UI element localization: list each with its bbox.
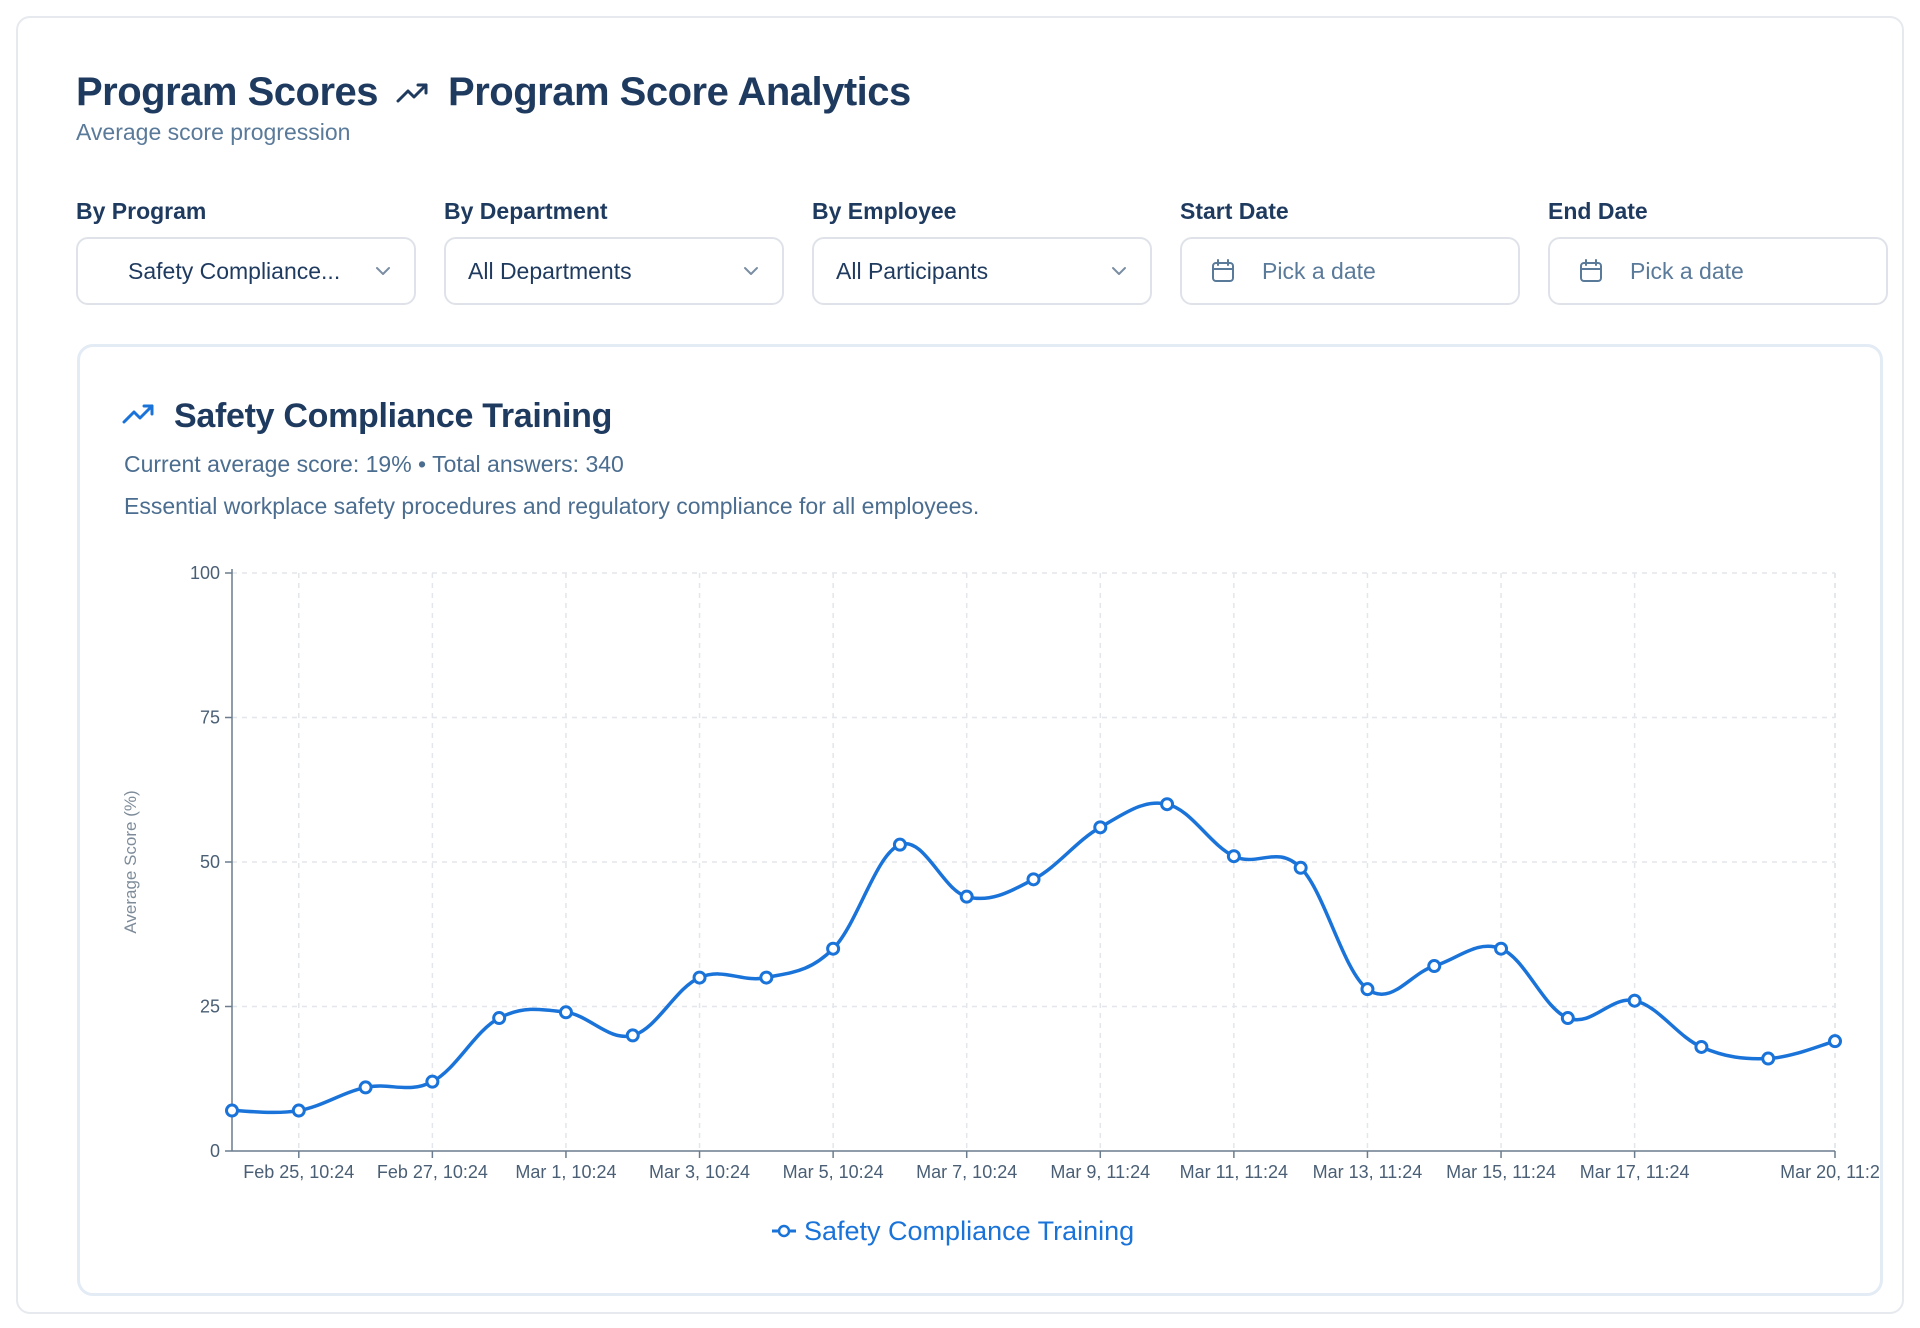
employee-select-value: All Participants	[836, 257, 989, 284]
data-point	[1026, 872, 1041, 887]
y-tick-label: 50	[200, 852, 220, 872]
department-filter-label: By Department	[444, 198, 608, 224]
y-tick-label: 0	[210, 1141, 220, 1161]
data-point	[1560, 1011, 1575, 1026]
data-point	[692, 970, 707, 985]
title-row: Program Scores Program Score Analytics	[76, 70, 911, 115]
data-point	[1494, 941, 1509, 956]
x-tick-label: Mar 17, 11:24	[1580, 1162, 1690, 1182]
chevron-down-icon	[374, 265, 392, 277]
data-point	[1761, 1051, 1776, 1066]
page-title: Program Scores	[76, 70, 379, 114]
data-point	[1627, 993, 1642, 1008]
program-filter-label: By Program	[76, 198, 207, 224]
chevron-down-icon	[742, 265, 760, 277]
start-date-filter: Start Date Pick a date	[1180, 198, 1520, 305]
x-tick-label: Mar 15, 11:24	[1446, 1162, 1556, 1182]
x-tick-label: Mar 7, 10:24	[916, 1162, 1017, 1182]
program-select-value: Safety Compliance...	[128, 257, 341, 284]
series-line	[231, 801, 1836, 1115]
page-header: Program Scores Program Score Analytics A…	[76, 70, 911, 146]
calendar-icon	[1210, 258, 1236, 284]
data-point	[291, 1103, 306, 1118]
chart-grid	[232, 572, 1836, 1151]
data-point	[1427, 959, 1442, 974]
card-stats: Current average score: 19% • Total answe…	[124, 451, 624, 477]
chart-series	[225, 797, 1842, 1118]
score-line-chart: 0 25 50 75 100 Feb 25, 10:24 Feb 27, 10:24 Mar …	[121, 563, 1880, 1246]
data-point	[759, 970, 774, 985]
department-select-value: All Departments	[468, 257, 632, 284]
x-tick-label: Mar 9, 11:24	[1050, 1162, 1150, 1182]
trending-up-icon	[122, 402, 156, 431]
data-point	[225, 1103, 239, 1118]
data-point	[1160, 797, 1175, 812]
data-point	[1093, 820, 1108, 835]
start-date-placeholder: Pick a date	[1262, 257, 1376, 284]
data-point	[892, 837, 907, 852]
program-select[interactable]: Safety Compliance...	[76, 237, 416, 305]
chart-legend[interactable]: Safety Compliance Training	[772, 1216, 1134, 1246]
department-select[interactable]: All Departments	[444, 237, 784, 305]
x-tick-label: Mar 20, 11:24	[1780, 1162, 1880, 1182]
y-axis-title: Average Score (%)	[121, 790, 140, 933]
data-point	[492, 1011, 507, 1026]
main-card: Program Scores Program Score Analytics A…	[16, 16, 1904, 1314]
page-subtitle: Average score progression	[76, 119, 351, 145]
y-tick-label: 75	[200, 708, 220, 728]
chevron-down-icon	[1110, 265, 1128, 277]
data-point	[1293, 860, 1308, 875]
program-filter: By Program Safety Compliance...	[76, 198, 416, 305]
chart-axes: 0 25 50 75 100 Feb 25, 10:24 Feb 27, 10:24 Mar …	[121, 563, 1880, 1182]
end-date-placeholder: Pick a date	[1630, 257, 1744, 284]
data-point	[959, 889, 974, 904]
data-point	[826, 941, 841, 956]
employee-filter: By Employee All Participants	[812, 198, 1152, 305]
x-tick-label: Feb 25, 10:24	[243, 1162, 354, 1182]
trending-up-icon	[396, 81, 430, 105]
start-date-label: Start Date	[1180, 198, 1289, 224]
y-tick-label: 25	[200, 997, 220, 1017]
employee-filter-label: By Employee	[812, 198, 957, 224]
employee-select[interactable]: All Participants	[812, 237, 1152, 305]
analytics-title: Program Score Analytics	[448, 70, 911, 114]
program-chart-card: Safety Compliance Training Current avera…	[77, 344, 1883, 1296]
data-point	[558, 1005, 573, 1020]
data-point	[625, 1028, 640, 1043]
card-description: Essential workplace safety procedures an…	[124, 493, 980, 519]
x-tick-label: Mar 11, 11:24	[1180, 1162, 1288, 1182]
data-point	[1828, 1034, 1842, 1049]
data-point	[358, 1080, 373, 1095]
x-tick-label: Mar 5, 10:24	[783, 1162, 884, 1182]
x-tick-label: Feb 27, 10:24	[377, 1162, 488, 1182]
x-tick-label: Mar 13, 11:24	[1313, 1162, 1423, 1182]
card-title: Safety Compliance Training	[174, 397, 613, 435]
end-date-picker[interactable]: Pick a date	[1548, 237, 1888, 305]
end-date-filter: End Date Pick a date	[1548, 198, 1888, 305]
data-point	[1226, 849, 1241, 864]
y-tick-label: 100	[190, 563, 220, 583]
data-point	[1694, 1039, 1709, 1054]
calendar-icon	[1578, 258, 1604, 284]
x-tick-label: Mar 3, 10:24	[649, 1162, 750, 1182]
legend-label[interactable]: Safety Compliance Training	[804, 1216, 1134, 1246]
filter-bar: By Program Safety Compliance... By Depar…	[76, 198, 1888, 305]
data-point	[1360, 982, 1375, 997]
department-filter: By Department All Departments	[444, 198, 784, 305]
card-title-row: Safety Compliance Training	[122, 397, 612, 436]
end-date-label: End Date	[1548, 198, 1648, 224]
data-point	[425, 1074, 440, 1089]
start-date-picker[interactable]: Pick a date	[1180, 237, 1520, 305]
legend-swatch-dot	[777, 1224, 791, 1238]
x-tick-label: Mar 1, 10:24	[515, 1162, 616, 1182]
